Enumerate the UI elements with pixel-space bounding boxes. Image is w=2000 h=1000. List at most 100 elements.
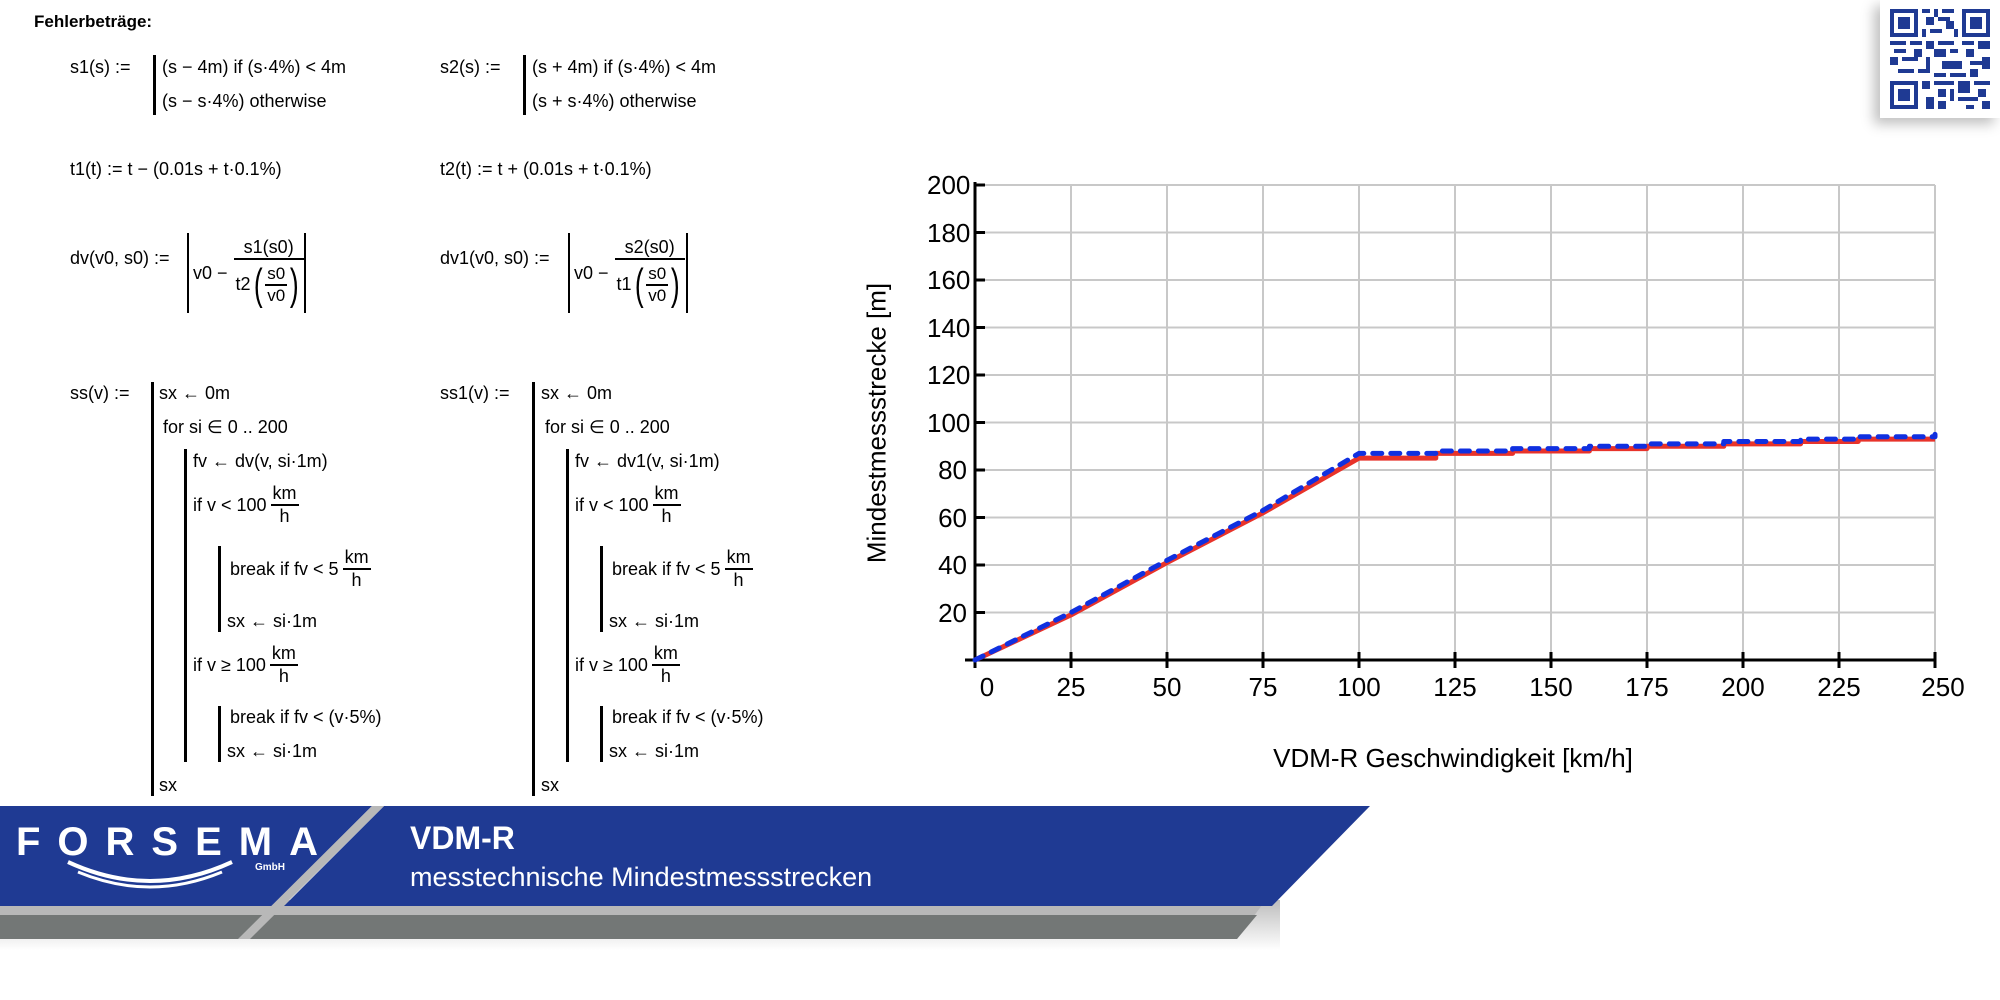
ss-break1-cond: break if fv < 5 (230, 558, 339, 579)
dv1-abs-right (686, 233, 688, 313)
ss1-break1-cond: break if fv < 5 (612, 558, 721, 579)
banner-subtitle: messtechnische Mindestmessstrecken (410, 862, 873, 892)
unit-num: km (342, 547, 371, 570)
x-tick-label: 100 (1337, 672, 1381, 702)
ss1-if2-cond: if v ≥ 100 (575, 654, 648, 675)
unit-den: h (661, 506, 672, 526)
s2-lhs: s2(s) := (440, 57, 501, 77)
ss1-break1-unit: km h (724, 547, 753, 591)
x-tick-label: 75 (1248, 672, 1278, 702)
dv-numerator: s1(s0) (233, 237, 304, 260)
y-tick-label: 160 (927, 265, 971, 295)
dv-lhs: dv(v0, s0) := (70, 248, 170, 268)
s1-case1: (s − 4m) if (s·4%) < 4m (162, 57, 347, 77)
dv1-fraction: s2(s0) t1(s0 v0) (614, 237, 685, 310)
unit-num: km (724, 547, 753, 570)
dv1-denominator: t1(s0 v0) (615, 260, 685, 310)
s2-brace (523, 55, 526, 115)
ss1-break1: break if fv < 5 km h (612, 547, 753, 591)
ss1-sx2: sx ← si·1m (609, 741, 699, 761)
footer-banner (0, 806, 1370, 939)
dv-inner-fraction: s0 v0 (265, 264, 288, 306)
unit-den: h (660, 666, 671, 686)
y-tick-label: 60 (938, 502, 967, 533)
y-tick-label: 100 (927, 407, 971, 438)
dv-inner-num: s0 (265, 264, 288, 286)
ss-loop: for si ∈ 0 .. 200 (163, 417, 288, 437)
y-tick-label: 180 (927, 217, 971, 248)
qr-code-icon (1890, 9, 1990, 109)
ss-if2-cond: if v ≥ 100 (193, 654, 266, 675)
y-tick-label: 120 (927, 360, 971, 390)
y-tick-label: 20 (938, 597, 967, 628)
ss1-break2: break if fv < (v·5%) (612, 707, 764, 727)
chart: 20 40 60 80 100 120 140 160 180 200 0 25 50 75 100 125 1… (840, 170, 2000, 773)
unit-num: km (651, 643, 680, 666)
qr-card[interactable] (1880, 0, 2000, 118)
dv1-fn: t1 (616, 273, 632, 294)
y-axis-label: Mindestmessstrecke [m] (861, 282, 892, 564)
dv1-inner-den: v0 (648, 285, 667, 305)
dv1-numerator: s2(s0) (614, 237, 685, 260)
ss1-lhs: ss1(v) := (440, 383, 510, 403)
ss1-sx1: sx ← si·1m (609, 611, 699, 631)
unit-num: km (269, 643, 298, 666)
ss-break1: break if fv < 5 km h (230, 547, 371, 591)
ss-sx1: sx ← si·1m (227, 611, 317, 631)
paren-right: ) (671, 259, 680, 309)
y-tick-label: 200 (927, 170, 971, 200)
x-tick-label: 250 (1921, 672, 1965, 702)
unit-den: h (351, 570, 362, 590)
dv1-inner-fraction: s0 v0 (646, 264, 669, 306)
paren-left: ( (634, 259, 644, 309)
footer-title-panel (284, 806, 1370, 906)
x-tick-label: 175 (1625, 672, 1669, 702)
ss1-return: sx (541, 775, 559, 795)
ss1-if1: if v < 100 km h (575, 483, 681, 527)
ss-return: sx (159, 775, 177, 795)
ss-if2: if v ≥ 100 km h (193, 643, 298, 687)
x-axis-label: VDM-R Geschwindigkeit [km/h] (1273, 743, 1633, 773)
ss-outer-bar (151, 382, 154, 796)
s1-brace (153, 55, 156, 115)
dv-fn: t2 (235, 273, 251, 294)
dv-fraction: s1(s0) t2(s0 v0) (233, 237, 304, 310)
dv1-expression: v0 − s2(s0) t1(s0 v0) (574, 233, 685, 313)
ss-break2: break if fv < (v·5%) (230, 707, 382, 727)
ss-init: sx ← 0m (159, 383, 231, 403)
dv-expression: v0 − s1(s0) t2(s0 v0) (193, 233, 304, 313)
ss1-assign: fv ← dv1(v, si·1m) (575, 451, 720, 471)
brand-logo: FORSEMA (16, 820, 335, 864)
dv-denominator: t2(s0 v0) (234, 260, 304, 310)
unit-den: h (733, 570, 744, 590)
ss-if1: if v < 100 km h (193, 483, 299, 527)
unit-den: h (279, 506, 290, 526)
x-tick-label: 200 (1721, 672, 1765, 702)
x-tick-label: 25 (1056, 672, 1086, 702)
unit-den: h (278, 666, 289, 686)
y-tick-label: 40 (938, 550, 967, 580)
dv-abs-left (187, 233, 189, 313)
ss1-if1-bar (600, 546, 603, 632)
x-tick-label: 125 (1433, 672, 1477, 702)
dv1-v0: v0 − (574, 262, 609, 283)
unit-num: km (652, 483, 681, 506)
chart-plot (965, 182, 1938, 668)
ss-assign: fv ← dv(v, si·1m) (193, 451, 328, 471)
footer-divider-slash (238, 806, 384, 939)
forsema-swoosh-icon (67, 860, 233, 883)
ss1-if1-cond: if v < 100 (575, 494, 649, 515)
dv-abs-right (304, 233, 306, 313)
ss-if2-bar (218, 706, 221, 762)
paren-left: ( (253, 259, 263, 309)
ss-lhs: ss(v) := (70, 383, 130, 403)
footer-grey-strip (0, 915, 1257, 939)
ss1-if1-unit: km h (652, 483, 681, 527)
ss1-outer-bar (532, 382, 535, 796)
ss1-if2-bar (600, 706, 603, 762)
unit-num: km (270, 483, 299, 506)
ss1-init: sx ← 0m (541, 383, 613, 403)
s2-case1: (s + 4m) if (s·4%) < 4m (532, 57, 717, 77)
x-tick-label: 225 (1817, 672, 1861, 702)
ss-sx2: sx ← si·1m (227, 741, 317, 761)
